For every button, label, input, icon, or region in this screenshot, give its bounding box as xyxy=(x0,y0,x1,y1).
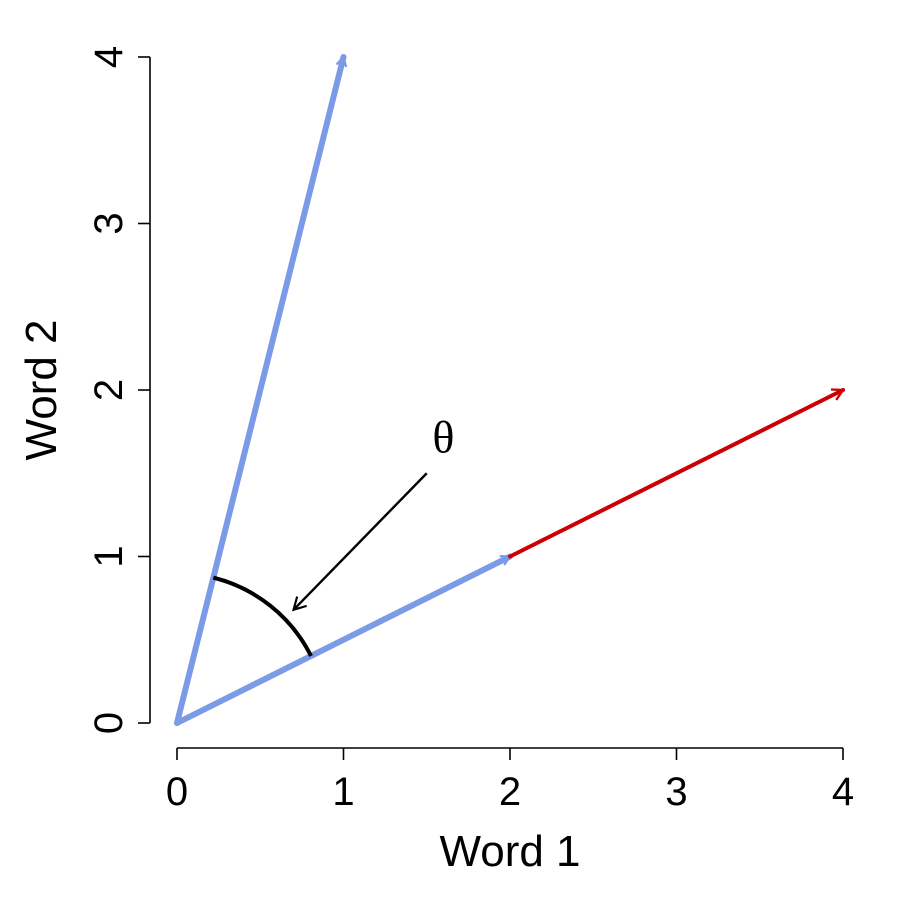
y-axis: 0 1 2 3 4 xyxy=(87,46,151,734)
angle-pointer-arrow xyxy=(292,472,428,612)
vector-2 xyxy=(174,553,513,726)
y-tick-label: 0 xyxy=(87,712,131,734)
y-axis-label: Word 2 xyxy=(17,319,66,460)
y-tick-label: 1 xyxy=(87,545,131,567)
theta-label: θ xyxy=(432,412,454,463)
vectors-layer xyxy=(174,54,843,726)
y-tick-label: 4 xyxy=(87,46,131,68)
x-tick-label: 0 xyxy=(166,770,188,814)
x-tick-label: 1 xyxy=(332,770,354,814)
vector-3 xyxy=(508,388,843,559)
y-tick-label: 2 xyxy=(87,379,131,401)
x-axis-label: Word 1 xyxy=(439,827,580,876)
y-tick-label: 3 xyxy=(87,212,131,234)
angle-annotation: θ xyxy=(212,412,454,657)
x-tick-label: 3 xyxy=(665,770,687,814)
x-tick-label: 2 xyxy=(499,770,521,814)
x-tick-label: 4 xyxy=(832,770,854,814)
vector-1 xyxy=(174,54,344,726)
x-axis: 0 1 2 3 4 xyxy=(166,747,854,814)
angle-arc xyxy=(212,575,313,657)
